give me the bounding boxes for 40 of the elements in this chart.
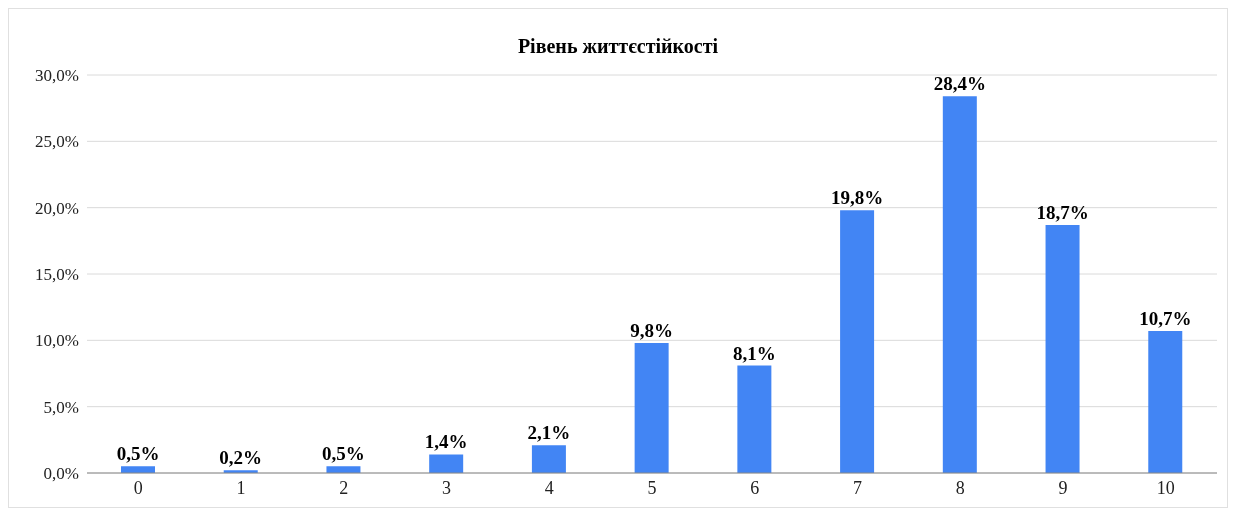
y-tick-label: 30,0% [35, 66, 79, 86]
data-label: 0,2% [219, 447, 263, 469]
data-label: 8,1% [732, 342, 776, 364]
y-tick-label: 25,0% [35, 132, 79, 152]
data-label: 0,5% [322, 443, 365, 465]
data-label: 0,5% [116, 443, 160, 465]
x-tick-label: 6 [750, 477, 760, 498]
bar [942, 96, 977, 473]
chart-title: Рівень життєстійкості [516, 35, 720, 58]
bar [531, 445, 566, 473]
x-tick-label: 8 [955, 477, 965, 498]
x-tick-label: 0 [133, 477, 143, 498]
y-tick-label: 20,0% [35, 198, 79, 218]
x-tick-label: 2 [339, 477, 349, 498]
data-label: 9,8% [630, 319, 674, 341]
data-label: 10,7% [1139, 308, 1192, 330]
data-label: 2,1% [527, 422, 571, 444]
bar [121, 466, 155, 473]
x-tick-label: 5 [647, 477, 657, 498]
bar [326, 466, 361, 473]
y-tick-label: 15,0% [35, 265, 79, 285]
data-label: 1,4% [424, 431, 468, 453]
bar [1148, 331, 1183, 473]
y-tick-label: 5,0% [43, 397, 79, 417]
y-tick-label: 10,0% [35, 331, 79, 351]
data-label: 28,4% [933, 73, 986, 95]
bar [1045, 224, 1080, 473]
data-label: 18,7% [1036, 201, 1089, 223]
x-tick-label: 9 [1058, 477, 1068, 498]
bar [840, 210, 875, 473]
x-tick-label: 1 [236, 477, 246, 498]
bar [429, 454, 464, 473]
bar [634, 342, 669, 473]
bar [737, 365, 772, 473]
x-tick-label: 10 [1156, 477, 1175, 498]
x-tick-label: 7 [852, 477, 862, 498]
data-label: 19,8% [830, 187, 884, 209]
x-tick-label: 4 [544, 477, 554, 498]
x-tick-label: 3 [442, 477, 452, 498]
y-tick-label: 0,0% [43, 464, 79, 484]
